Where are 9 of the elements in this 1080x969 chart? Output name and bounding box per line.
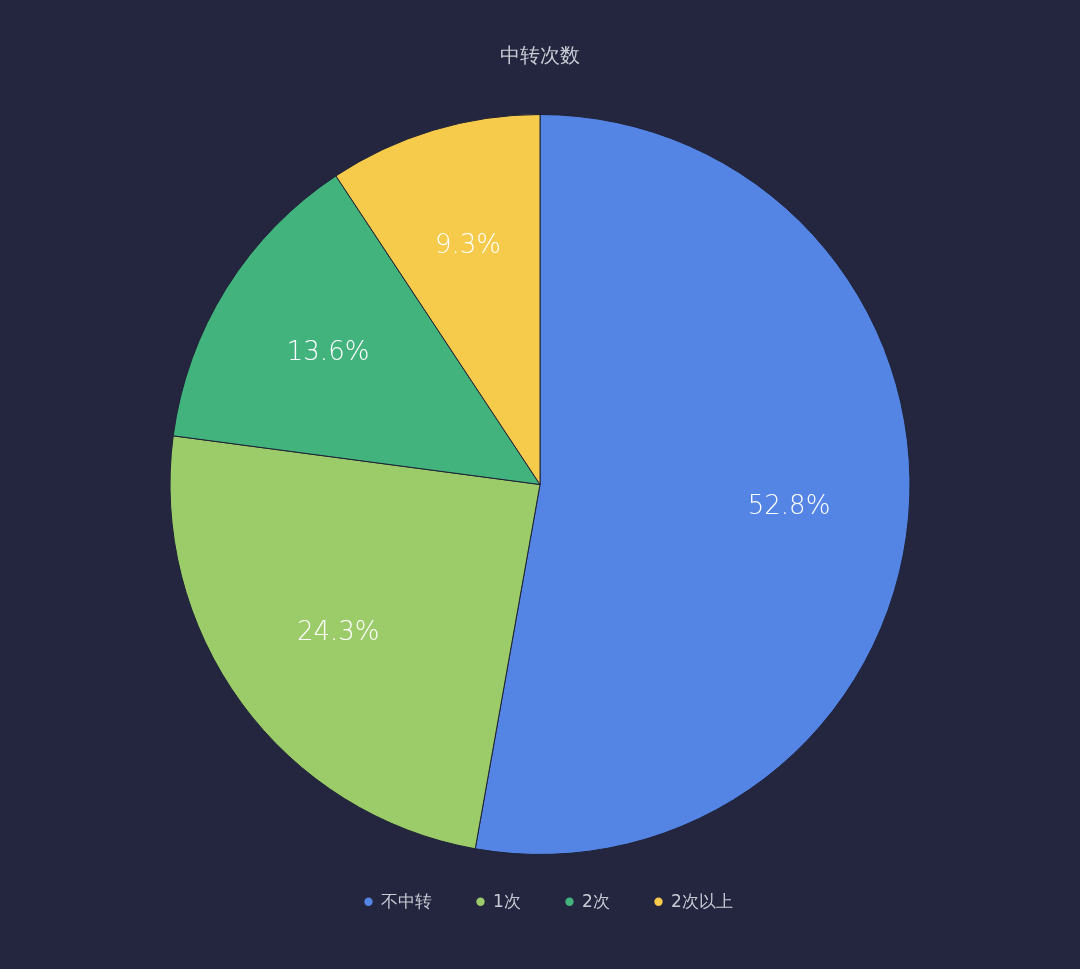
data-label: 24.3% — [296, 616, 380, 647]
legend-label: 1次 — [493, 890, 521, 911]
chart-title: 中转次数 — [500, 43, 580, 67]
legend-label: 2次 — [582, 890, 610, 911]
legend-label: 不中转 — [381, 890, 432, 911]
data-label: 52.8% — [747, 490, 831, 521]
data-label: 9.3% — [434, 229, 502, 260]
legend-label: 2次以上 — [671, 890, 733, 911]
data-label: 13.6% — [286, 335, 370, 366]
